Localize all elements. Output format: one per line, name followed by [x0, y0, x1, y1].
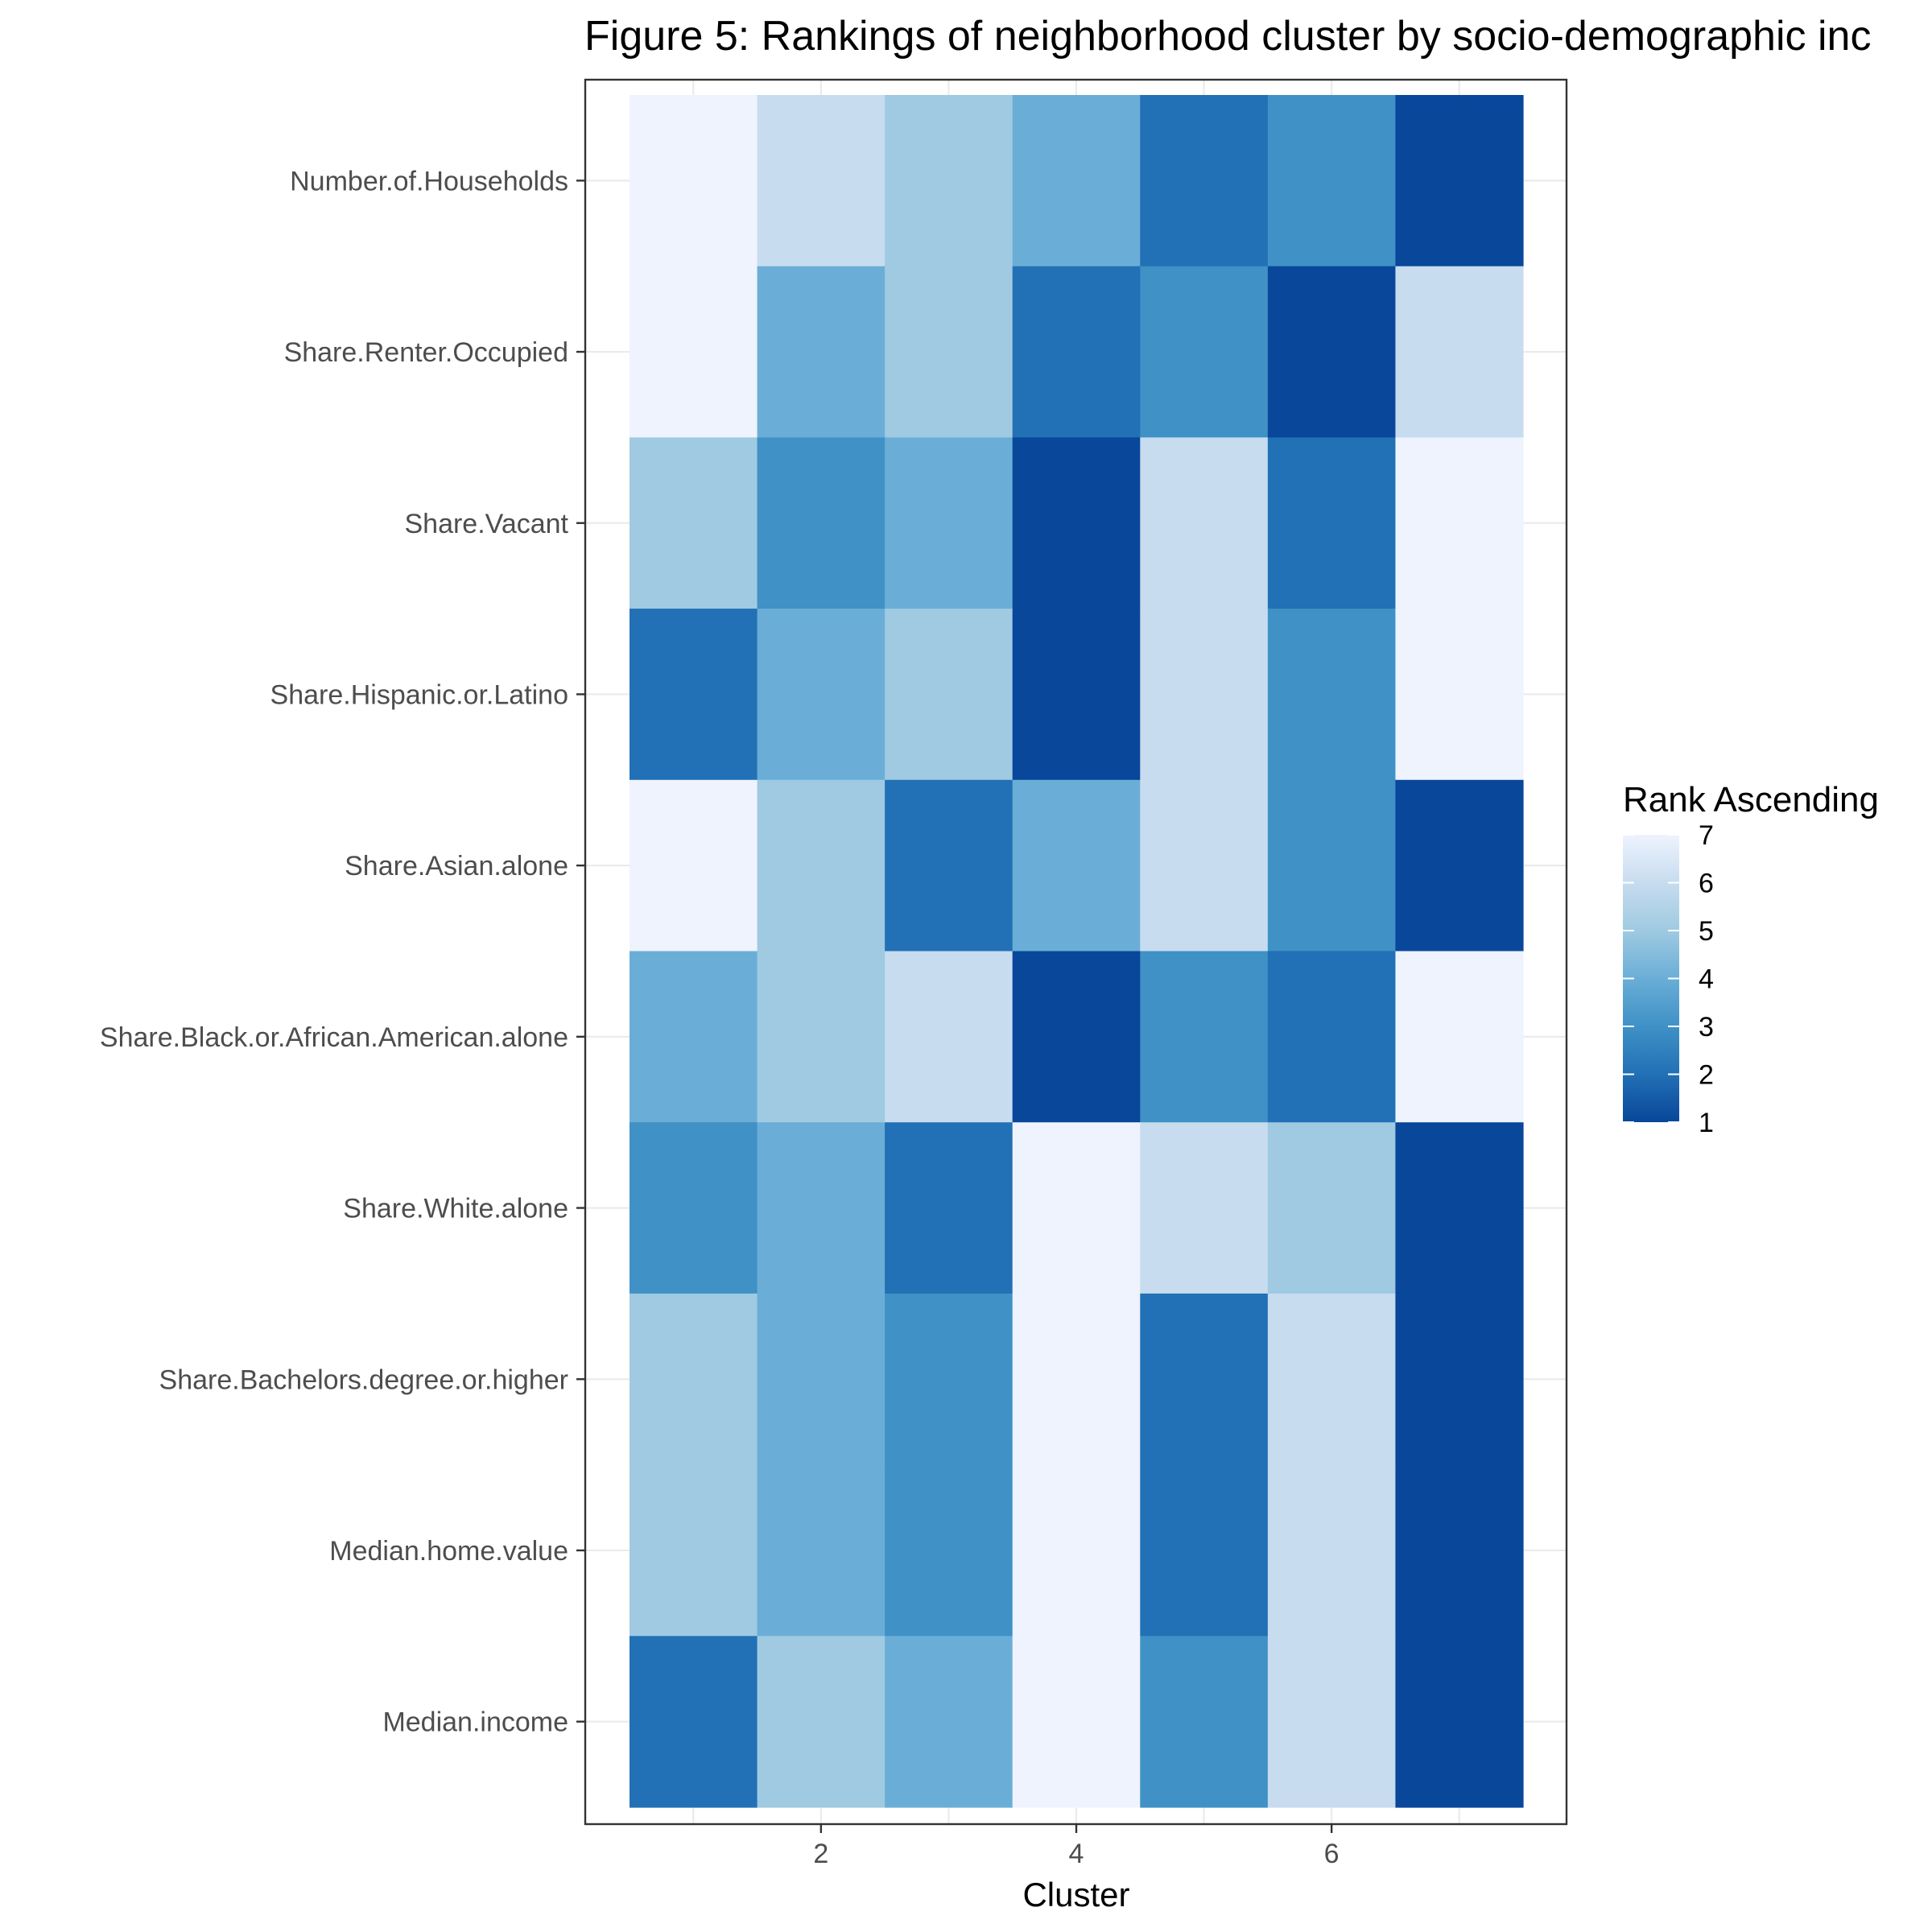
heatmap-cell [1140, 437, 1269, 609]
y-tick-label: Number.of.Households [290, 166, 568, 196]
heatmap-cell [757, 437, 886, 609]
heatmap-cell [1012, 1636, 1141, 1808]
legend-label: 5 [1699, 916, 1714, 947]
heatmap-cell [1395, 437, 1524, 609]
heatmap-cell [1140, 609, 1269, 781]
heatmap-cell [1395, 779, 1524, 952]
heatmap-cell [1012, 1464, 1141, 1637]
legend-label: 7 [1699, 820, 1714, 851]
heatmap-cell [1012, 609, 1141, 781]
heatmap-cell [1267, 951, 1397, 1123]
heatmap-cell [885, 951, 1013, 1123]
heatmap-cell [1140, 266, 1269, 438]
heatmap-cell [1140, 1636, 1269, 1808]
heatmap-cell [1395, 1636, 1524, 1808]
heatmap-cell [757, 779, 886, 952]
x-tick-label: 6 [1324, 1839, 1340, 1869]
heatmap-cell [757, 1636, 886, 1808]
heatmap-cell [1395, 951, 1524, 1123]
y-tick-label: Median.income [382, 1707, 568, 1738]
heatmap-cell [757, 1464, 886, 1637]
heatmap-cell [1140, 779, 1269, 952]
heatmap-cell [1140, 1122, 1269, 1294]
legend: 7 6 5 4 3 2 1 [1623, 820, 1714, 1138]
heatmap-cell [885, 1636, 1013, 1808]
heatmap-cell [1395, 609, 1524, 781]
heatmap-cell [1140, 951, 1269, 1123]
heatmap-cell [630, 1636, 758, 1808]
heatmap-cell [1267, 609, 1397, 781]
heatmap-cell [1012, 266, 1141, 438]
heatmap-cell [885, 1293, 1013, 1466]
heatmap-cell [1012, 951, 1141, 1123]
heatmap-cell [1267, 95, 1397, 267]
y-tick-label: Share.Bachelors.degree.or.higher [159, 1364, 568, 1395]
heatmap-cell [757, 266, 886, 438]
heatmap-cell [630, 779, 758, 952]
heatmap-cell [1267, 1293, 1397, 1466]
legend-label: 1 [1699, 1108, 1714, 1138]
heatmap-cell [1267, 437, 1397, 609]
legend-label: 4 [1699, 964, 1714, 995]
heatmap-cells [630, 95, 1524, 1808]
heatmap-cell [1395, 1122, 1524, 1294]
y-tick-label: Share.Renter.Occupied [284, 337, 568, 368]
heatmap-cell [1395, 95, 1524, 267]
heatmap-cell [630, 609, 758, 781]
heatmap-cell [1395, 266, 1524, 438]
heatmap-cell [1140, 1464, 1269, 1637]
x-axis-title: Cluster [1022, 1876, 1129, 1913]
heatmap-cell [885, 779, 1013, 952]
heatmap-cell [885, 1122, 1013, 1294]
heatmap-cell [1267, 266, 1397, 438]
chart-title: Figure 5: Rankings of neighborhood clust… [584, 13, 1871, 60]
heatmap-cell [757, 1293, 886, 1466]
heatmap-cell [630, 951, 758, 1123]
x-axis: 2 4 6 [813, 1824, 1340, 1869]
heatmap-cell [885, 1464, 1013, 1637]
heatmap-cell [1395, 1293, 1524, 1466]
x-tick-label: 2 [813, 1839, 828, 1869]
heatmap-cell [757, 95, 886, 267]
y-tick-label: Share.Black.or.African.American.alone [100, 1022, 568, 1053]
legend-label: 3 [1699, 1012, 1714, 1042]
heatmap-cell [630, 95, 758, 267]
heatmap-cell [630, 437, 758, 609]
heatmap-cell [1012, 437, 1141, 609]
x-tick-label: 4 [1069, 1839, 1084, 1869]
heatmap-cell [757, 951, 886, 1123]
legend-label: 6 [1699, 869, 1714, 899]
y-tick-label: Share.Hispanic.or.Latino [270, 679, 568, 710]
heatmap-cell [885, 609, 1013, 781]
heatmap-cell [1012, 779, 1141, 952]
heatmap-cell [885, 437, 1013, 609]
y-tick-label: Share.White.alone [343, 1194, 568, 1224]
heatmap-cell [1012, 1293, 1141, 1466]
heatmap-cell [1140, 95, 1269, 267]
y-tick-label: Share.Vacant [404, 509, 568, 539]
y-tick-label: Median.home.value [329, 1536, 568, 1567]
heatmap-cell [630, 266, 758, 438]
legend-title: Rank Ascending [1623, 780, 1879, 819]
heatmap-cell [630, 1293, 758, 1466]
heatmap-cell [630, 1464, 758, 1637]
y-tick-label: Share.Asian.alone [345, 851, 568, 881]
y-axis: Number.of.Households Share.Renter.Occupie… [100, 166, 585, 1738]
heatmap-cell [1267, 779, 1397, 952]
heatmap-cell [885, 95, 1013, 267]
heatmap-cell [1012, 95, 1141, 267]
heatmap-cell [885, 266, 1013, 438]
heatmap-cell [1012, 1122, 1141, 1294]
heatmap-cell [1395, 1464, 1524, 1637]
heatmap-cell [757, 609, 886, 781]
heatmap-cell [630, 1122, 758, 1294]
heatmap-cell [1267, 1464, 1397, 1637]
heatmap-cell [1267, 1636, 1397, 1808]
heatmap-cell [1267, 1122, 1397, 1294]
heatmap-cell [757, 1122, 886, 1294]
heatmap-cell [1140, 1293, 1269, 1466]
legend-label: 2 [1699, 1060, 1714, 1091]
